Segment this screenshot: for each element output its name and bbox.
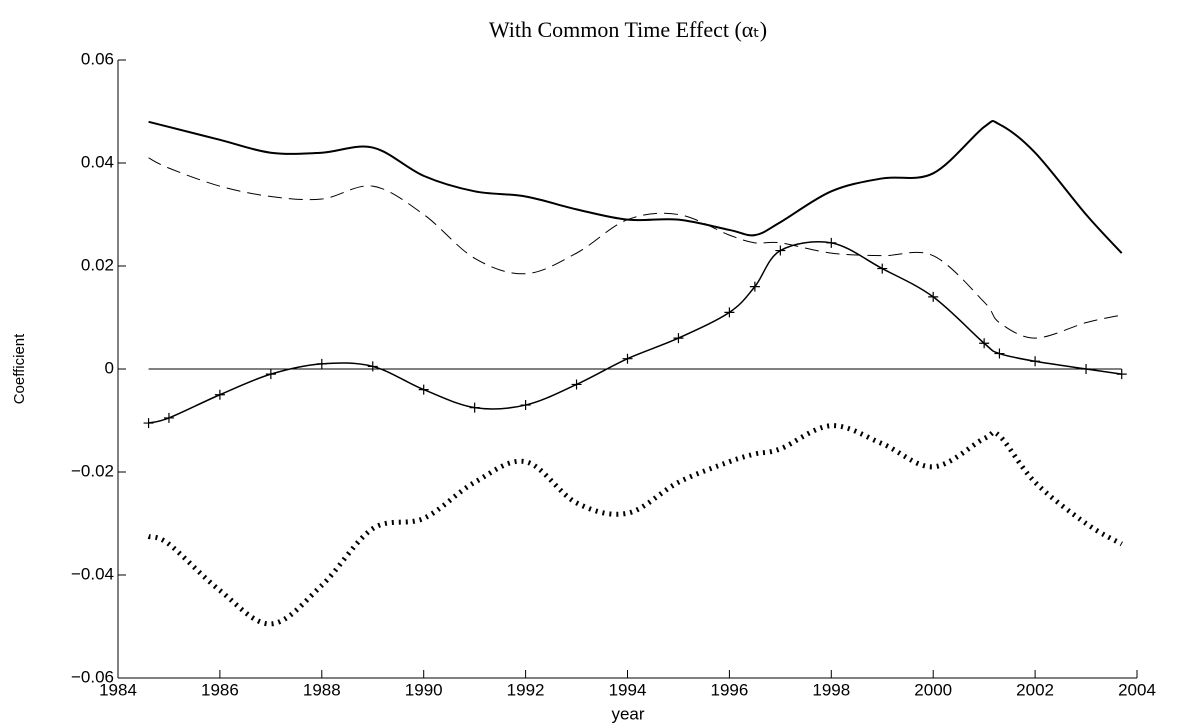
x-tick-label: 1994 [609,680,647,699]
plus-marker [418,384,429,395]
plus-marker [724,307,735,318]
plus-marker [1081,364,1092,374]
plus-marker [316,358,327,369]
plus-marker [622,353,633,364]
series-line [148,157,1122,339]
x-tick-label: 2000 [914,680,952,699]
y-tick-label: 0.02 [81,255,114,274]
x-tick-label: 1996 [710,680,748,699]
series-line [148,240,1122,424]
plus-marker [994,348,1005,359]
y-tick-label: 0.04 [81,152,114,171]
y-tick-label: −0.02 [71,461,114,480]
plus-marker [749,281,760,292]
x-tick-label: 1998 [812,680,850,699]
plus-marker [673,333,684,344]
plus-marker [163,412,174,423]
plus-marker [469,402,480,413]
x-tick-label: 1992 [507,680,545,699]
x-tick-label: 1988 [303,680,341,699]
x-axis-label: year [611,704,644,723]
plus-marker [775,245,786,256]
series-line [148,120,1123,254]
plus-marker [979,338,990,349]
series-line [147,423,1123,627]
x-tick-label: 2002 [1016,680,1054,699]
x-tick-label: 2004 [1118,680,1156,699]
plus-marker [520,400,531,411]
plus-marker [265,369,276,380]
x-tick-label: 1986 [201,680,239,699]
plus-marker [928,291,939,302]
plus-marker [1030,356,1041,367]
x-tick-label: 1990 [405,680,443,699]
y-tick-label: −0.06 [71,667,114,686]
plus-marker [826,237,837,248]
plus-marker [143,418,154,429]
x-tick-label: 1984 [99,680,137,699]
y-tick-label: 0 [105,358,114,377]
plus-marker [877,263,888,274]
plus-marker [367,361,378,372]
y-axis-label: Coefficient [11,333,28,404]
plus-marker [214,389,225,400]
plus-marker [1116,369,1127,380]
plus-marker [571,379,582,390]
y-tick-label: −0.04 [71,564,114,583]
y-tick-label: 0.06 [81,49,114,68]
chart-title: With Common Time Effect (αₜ) [489,17,767,42]
